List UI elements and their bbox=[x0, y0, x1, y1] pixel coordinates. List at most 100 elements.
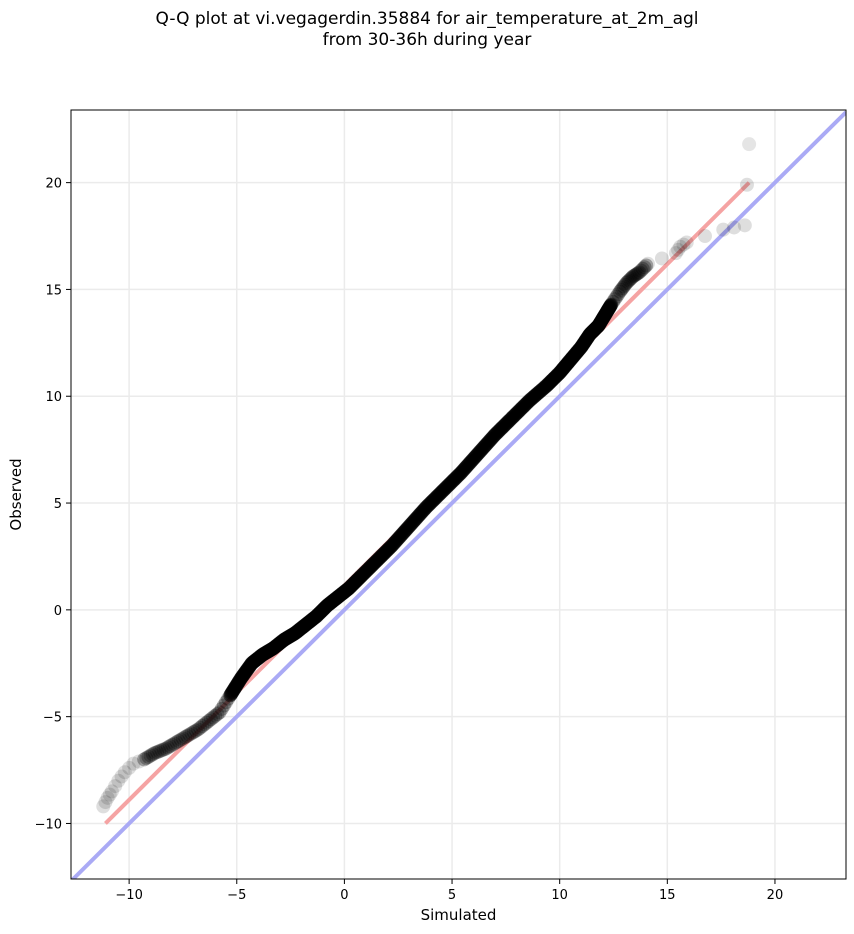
quantile-point bbox=[147, 745, 162, 760]
quantile-point bbox=[619, 276, 634, 291]
quantile-point bbox=[739, 177, 754, 192]
y-tick-label: 15 bbox=[45, 283, 62, 298]
quantile-point bbox=[627, 268, 642, 283]
quantile-point bbox=[612, 284, 627, 299]
x-tick-label: 0 bbox=[340, 888, 348, 903]
quantile-point bbox=[603, 298, 618, 313]
quantile-point bbox=[624, 270, 639, 285]
quantile-point bbox=[214, 701, 229, 716]
quantile-point bbox=[654, 251, 669, 266]
quantile-point bbox=[126, 756, 141, 771]
quantile-point bbox=[668, 246, 683, 261]
quantile-point bbox=[635, 261, 650, 276]
quantile-point bbox=[154, 743, 169, 758]
quantile-point bbox=[727, 220, 742, 235]
quantile-point bbox=[201, 713, 216, 728]
quantile-point bbox=[104, 784, 119, 799]
x-tick-label: 20 bbox=[767, 888, 784, 903]
x-tick-label: 10 bbox=[551, 888, 568, 903]
y-tick-label: 20 bbox=[45, 177, 62, 192]
quantile-point bbox=[100, 790, 115, 805]
quantile-point bbox=[615, 281, 630, 296]
quantile-point bbox=[199, 715, 214, 730]
quantile-point bbox=[169, 735, 184, 750]
quantile-point bbox=[676, 237, 691, 252]
quantile-point bbox=[622, 273, 636, 288]
quantile-point bbox=[184, 726, 199, 741]
y-tick-label: −5 bbox=[43, 711, 62, 726]
quantile-point bbox=[609, 289, 624, 304]
quantile-points bbox=[96, 137, 757, 814]
quantile-point bbox=[631, 266, 646, 281]
quantile-point bbox=[178, 730, 193, 745]
quantile-point bbox=[195, 719, 210, 734]
quantile-point bbox=[152, 744, 167, 759]
y-tick-label: −10 bbox=[35, 817, 62, 832]
quantile-point bbox=[122, 760, 137, 775]
quantile-point bbox=[640, 256, 655, 271]
quantile-point bbox=[210, 707, 225, 722]
y-tick-label: 0 bbox=[54, 604, 62, 619]
quantile-point bbox=[716, 222, 731, 237]
quantile-point bbox=[637, 260, 652, 275]
quantile-point bbox=[102, 787, 117, 802]
quantile-point bbox=[139, 751, 154, 766]
quantile-point bbox=[156, 742, 171, 757]
quantile-point bbox=[632, 265, 647, 280]
quantile-point bbox=[180, 728, 195, 743]
quantile-point bbox=[163, 739, 178, 754]
quantile-point bbox=[191, 722, 206, 737]
quantile-point bbox=[171, 734, 186, 749]
quantile-point bbox=[145, 747, 160, 762]
quantile-point bbox=[137, 752, 152, 767]
quantile-point bbox=[623, 272, 638, 287]
quantile-point bbox=[158, 741, 173, 756]
quantile-point bbox=[212, 705, 227, 720]
quantile-point bbox=[671, 242, 686, 257]
quantile-point bbox=[639, 258, 654, 273]
plot-frame bbox=[70, 109, 847, 880]
quantile-point bbox=[203, 712, 218, 727]
quantile-point bbox=[117, 765, 132, 780]
x-axis-label: Simulated bbox=[421, 906, 497, 924]
quantile-point bbox=[193, 720, 208, 735]
quantile-point bbox=[188, 723, 203, 738]
grid bbox=[71, 110, 846, 879]
axis-ticks: −10 −5 0 5 10 15 20 −10 −5 0 5 10 15 20 bbox=[35, 177, 784, 903]
chart-title-line: from 30-36h during year bbox=[323, 30, 532, 50]
quantile-point bbox=[108, 779, 123, 794]
x-tick-label: −5 bbox=[227, 888, 246, 903]
quantile-point bbox=[206, 710, 221, 725]
quantile-point bbox=[150, 745, 165, 760]
quantile-point bbox=[737, 218, 752, 233]
quantile-point bbox=[197, 717, 212, 732]
quantile-point bbox=[604, 297, 619, 312]
quantile-point bbox=[616, 279, 631, 294]
quantile-point bbox=[160, 740, 175, 755]
quantile-point bbox=[606, 294, 621, 309]
x-tick-label: 5 bbox=[448, 888, 456, 903]
quantile-point bbox=[679, 235, 694, 250]
quantile-point bbox=[614, 282, 629, 297]
quantile-point bbox=[131, 754, 146, 769]
quantile-point bbox=[182, 727, 197, 742]
quantile-point bbox=[208, 708, 223, 723]
quantile-point bbox=[697, 229, 712, 244]
quantile-point bbox=[618, 277, 633, 292]
y-tick-label: 5 bbox=[54, 497, 62, 512]
quantile-point bbox=[167, 736, 182, 751]
quantile-point bbox=[173, 732, 188, 747]
quantile-point bbox=[98, 795, 113, 810]
quantile-point bbox=[625, 269, 640, 284]
quantile-point bbox=[628, 267, 643, 282]
quantile-point bbox=[742, 137, 757, 152]
quantile-point bbox=[186, 725, 201, 740]
quantile-point bbox=[96, 799, 111, 814]
quantile-point bbox=[175, 731, 190, 746]
chart-title: Q-Q plot at vi.vegagerdin.35884 for air_… bbox=[155, 9, 698, 50]
identity-line bbox=[71, 110, 846, 879]
x-tick-label: −10 bbox=[115, 888, 142, 903]
quantile-point bbox=[620, 274, 635, 289]
x-tick-label: 15 bbox=[659, 888, 676, 903]
